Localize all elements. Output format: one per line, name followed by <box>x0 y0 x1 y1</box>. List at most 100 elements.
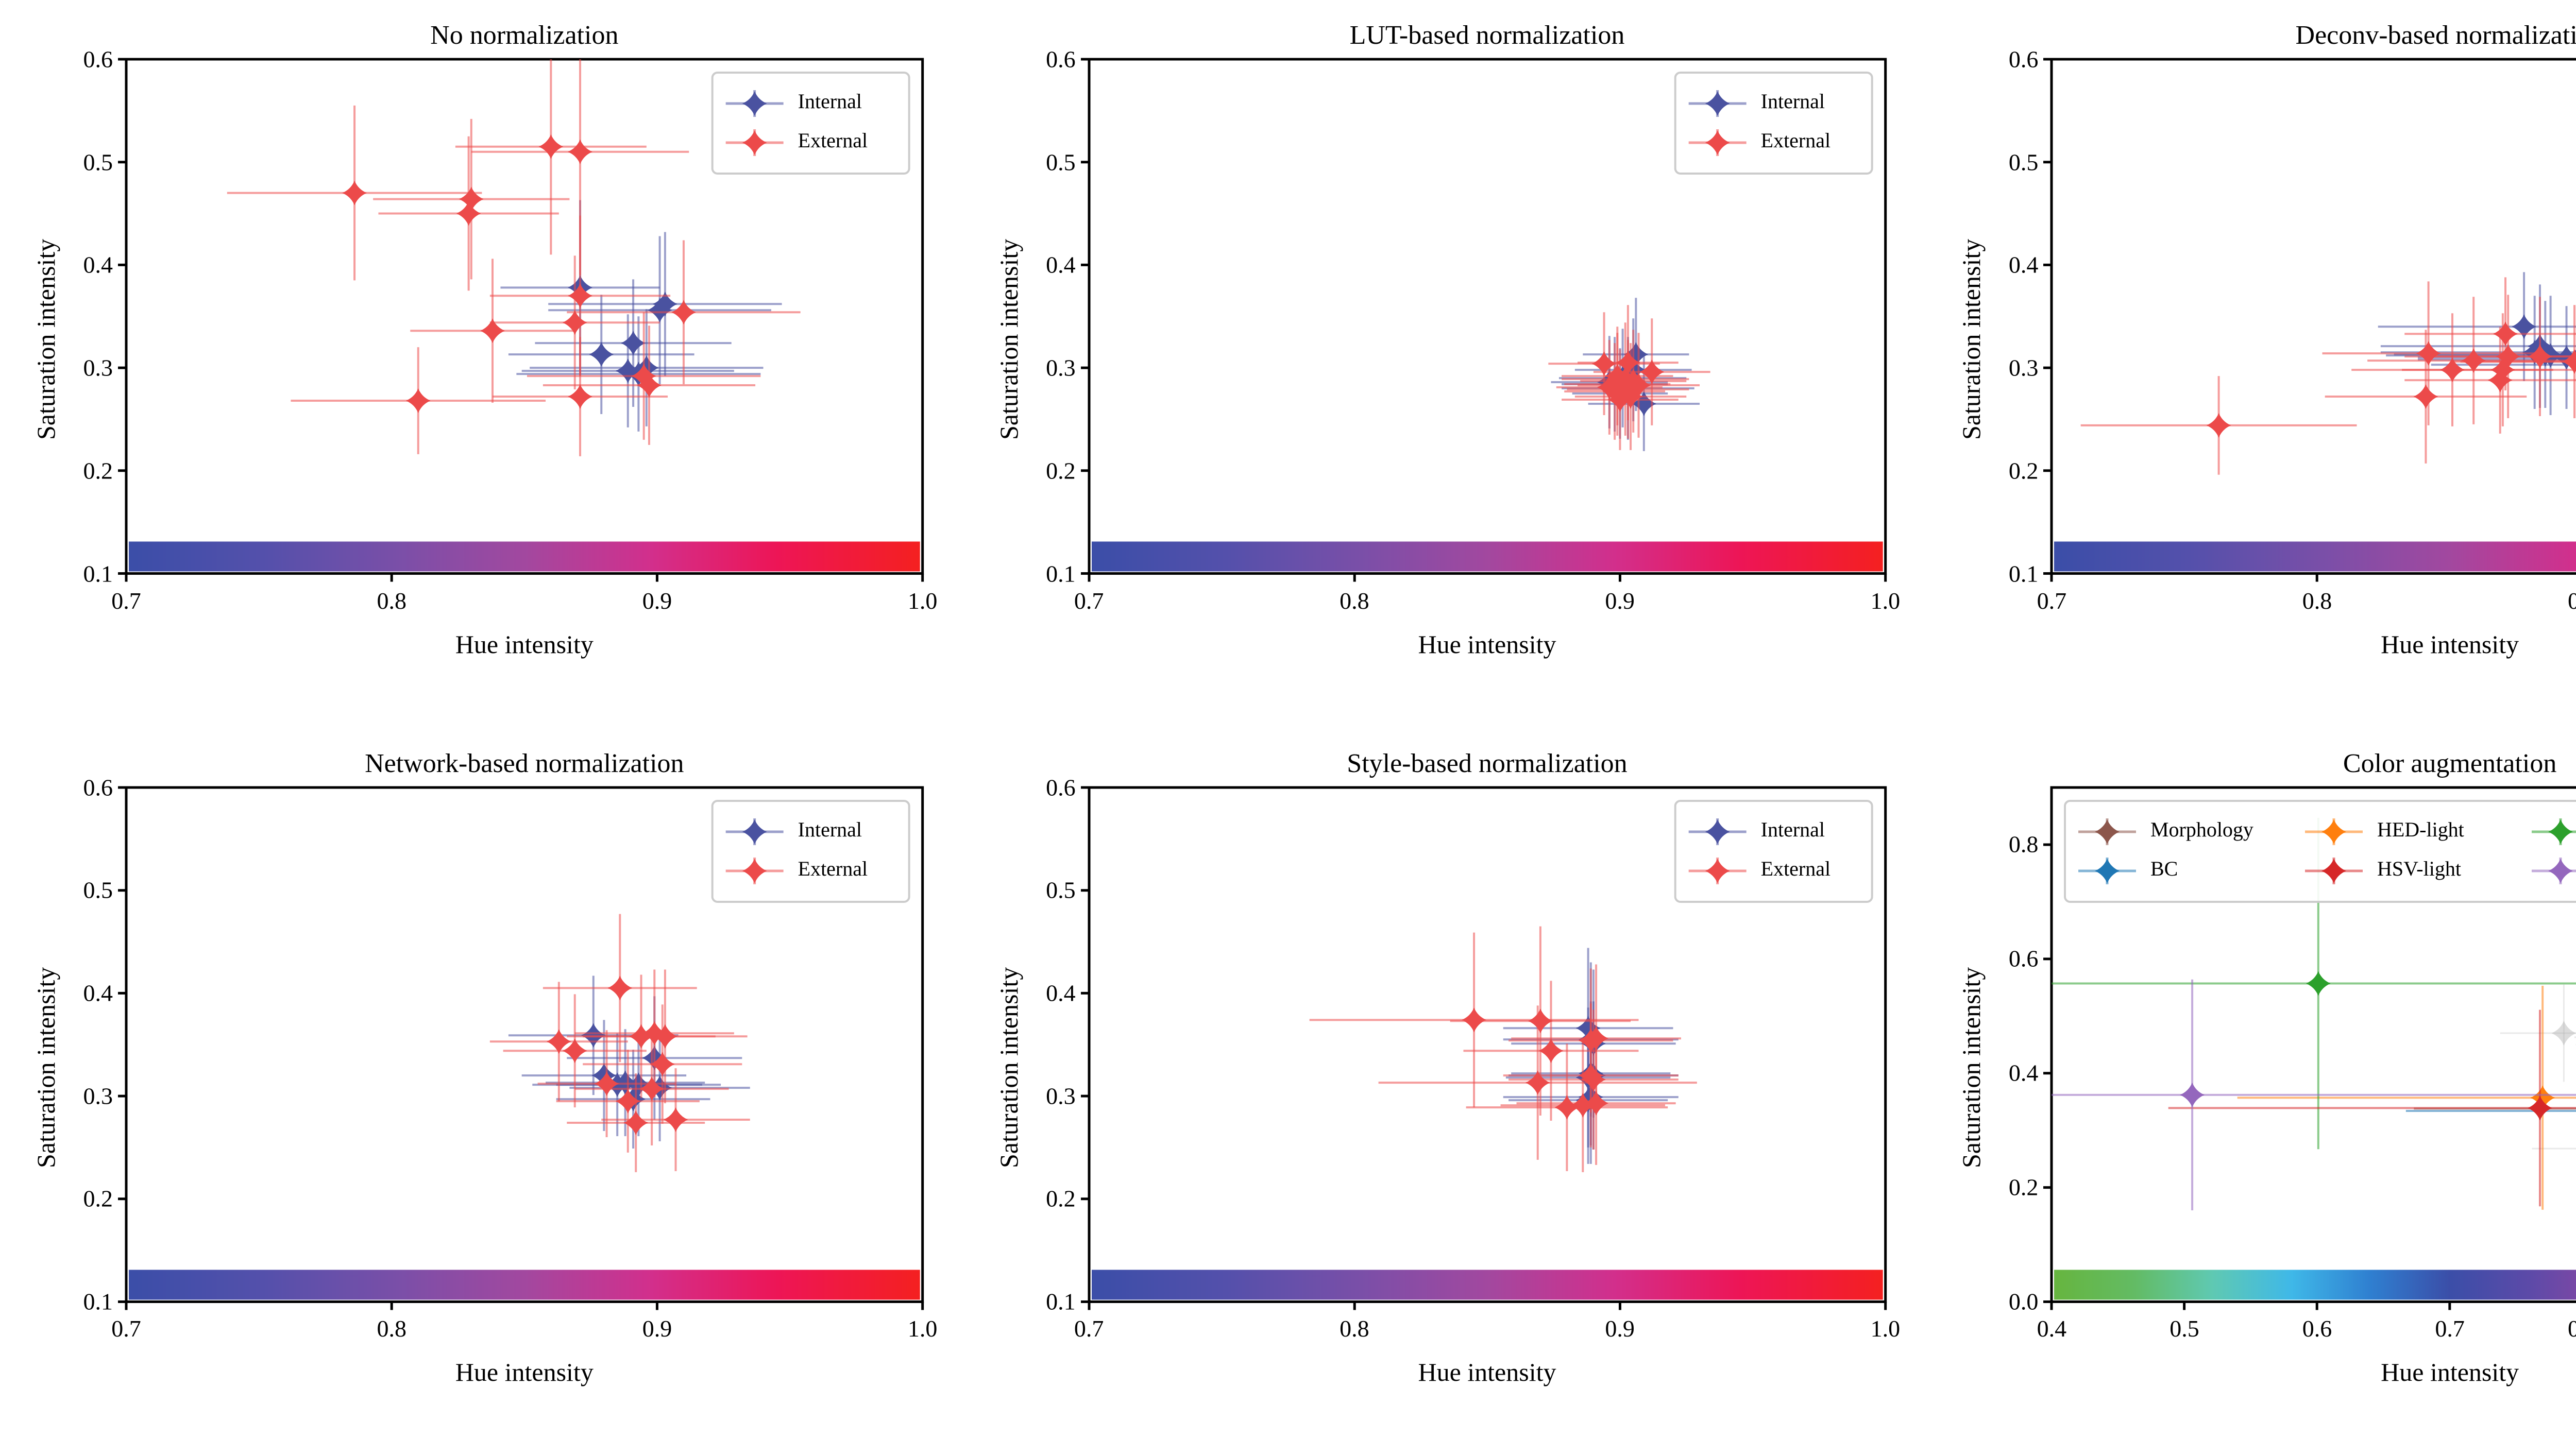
y-axis-label: Saturation intensity <box>31 967 60 1168</box>
data-point-marker <box>480 318 505 344</box>
legend-item-internal[interactable]: Internal <box>1688 818 1825 845</box>
legend-label: External <box>798 857 868 880</box>
series-bc <box>2406 1109 2576 1112</box>
legend-item-internal[interactable]: Internal <box>725 818 862 845</box>
legend-item-bc[interactable]: BC <box>2078 857 2178 884</box>
plot-canvas: Internal External <box>117 786 924 1310</box>
data-point-marker <box>1623 342 1648 367</box>
x-tick-label: 0.8 <box>2568 1315 2576 1342</box>
data-point-marker <box>2306 971 2331 996</box>
data-point-marker <box>652 292 677 317</box>
hue-colorbar <box>1091 1269 1883 1299</box>
y-tick-label: 0.4 <box>1046 251 1076 278</box>
y-axis-label: Saturation intensity <box>1957 967 1986 1168</box>
data-point-marker <box>1570 1092 1595 1118</box>
data-point-marker <box>2461 348 2486 373</box>
series-background <box>2500 984 2576 1150</box>
y-tick-label: 0.4 <box>2008 1059 2039 1086</box>
x-tick-label: 0.8 <box>2302 587 2332 614</box>
data-point-marker <box>1538 1038 1564 1063</box>
legend-label: External <box>1760 857 1830 880</box>
y-tick-label: 0.5 <box>2008 149 2039 176</box>
data-point-marker <box>1639 359 1664 385</box>
legend-item-morphology[interactable]: Morphology <box>2078 818 2253 845</box>
x-tick-label: 0.6 <box>2302 1315 2332 1342</box>
data-point-marker <box>1528 1008 1553 1033</box>
panel-deconv-based-normalization: Deconv-based normalization InternalExtern… <box>1925 0 2576 728</box>
panel-network-based-normalization: Network-based normalization Internal Exter… <box>0 728 963 1456</box>
series-external <box>2081 277 2576 475</box>
legend-item-external[interactable]: External <box>725 129 868 157</box>
legend-marker-icon <box>1705 858 1730 883</box>
legend-item-external[interactable]: External <box>1688 129 1831 157</box>
x-tick-label: 0.5 <box>2170 1315 2199 1342</box>
x-axis-label: Hue intensity <box>2381 1358 2519 1386</box>
x-tick-label: 1.0 <box>907 1315 938 1342</box>
y-tick-label: 0.5 <box>1046 877 1076 903</box>
legend-item-hed-light[interactable]: HED-light <box>2305 818 2464 845</box>
legend-item-hsv-light[interactable]: HSV-light <box>2305 857 2461 884</box>
x-tick-label: 0.9 <box>2568 587 2576 614</box>
data-point-marker <box>2488 368 2513 392</box>
x-tick-label: 0.7 <box>111 1315 141 1342</box>
legend: Internal External <box>1674 72 1873 175</box>
data-point-marker <box>631 364 656 388</box>
data-point-marker <box>623 1110 649 1135</box>
data-point-marker <box>1575 1087 1601 1112</box>
plot-canvas: Internal External <box>117 58 924 582</box>
data-point-marker <box>642 1020 667 1046</box>
y-tick-label: 0.3 <box>1046 354 1076 381</box>
data-point-marker <box>591 1063 617 1088</box>
y-tick-label: 0.5 <box>83 877 113 903</box>
y-tick-label: 0.2 <box>2008 457 2039 484</box>
panel-title: LUT-based normalization <box>1349 21 1625 50</box>
data-point-marker <box>1554 1094 1579 1120</box>
data-point-marker <box>456 201 481 226</box>
legend: Morphology HED-light HED-strong BC HSV-light… <box>2064 799 2576 903</box>
data-point-marker <box>2496 344 2521 369</box>
x-axis-label: Hue intensity <box>1418 1358 1556 1386</box>
legend-item-internal[interactable]: Internal <box>725 90 862 117</box>
legend-item-external[interactable]: External <box>1688 857 1831 884</box>
data-point-marker <box>1607 387 1633 412</box>
hue-colorbar <box>128 1269 920 1299</box>
x-tick-label: 0.9 <box>1605 587 1635 614</box>
data-point-marker <box>1618 384 1643 409</box>
y-tick-label: 0.0 <box>2008 1288 2039 1315</box>
hue-colorbar <box>2054 541 2576 572</box>
data-point-marker <box>1620 369 1646 393</box>
legend-item-external[interactable]: External <box>725 857 868 884</box>
data-point-marker <box>615 358 640 384</box>
legend-marker-icon <box>2321 819 2347 844</box>
hue-colorbar <box>2054 1269 2576 1299</box>
hue-colorbar <box>128 541 920 572</box>
data-point-marker <box>538 134 564 159</box>
legend-item-internal[interactable]: Internal <box>1688 90 1825 117</box>
legend-label: HSV-light <box>2377 857 2461 880</box>
data-point-marker <box>2180 1082 2205 1107</box>
series-external <box>489 914 750 1172</box>
legend-marker-icon <box>2548 819 2573 844</box>
legend-label: Internal <box>1760 90 1824 113</box>
y-tick-label: 0.3 <box>83 354 113 381</box>
x-axis-label: Hue intensity <box>455 1358 594 1386</box>
legend-label: External <box>798 129 868 152</box>
legend-marker-icon <box>2095 858 2120 883</box>
x-tick-label: 0.4 <box>2037 1315 2067 1342</box>
series-hed-light <box>2237 985 2576 1210</box>
data-point-marker <box>1591 351 1617 376</box>
panel-lut-based-normalization: LUT-based normalization Internal External 0… <box>963 0 1926 728</box>
y-tick-label: 0.6 <box>83 774 113 800</box>
x-tick-label: 0.7 <box>2037 587 2067 614</box>
legend-marker-icon <box>1705 130 1730 155</box>
data-point-marker <box>546 1029 571 1054</box>
y-axis-label: Saturation intensity <box>994 967 1023 1168</box>
x-tick-label: 0.7 <box>1074 1315 1104 1342</box>
data-point-marker <box>639 1076 665 1101</box>
data-point-marker <box>2530 1085 2555 1110</box>
data-point-marker <box>459 186 484 212</box>
legend-item-hed-strong[interactable]: HED-strong <box>2532 818 2576 845</box>
y-axis-label: Saturation intensity <box>31 239 60 440</box>
legend-item-hsv-strong[interactable]: HSV-strong <box>2532 857 2576 884</box>
